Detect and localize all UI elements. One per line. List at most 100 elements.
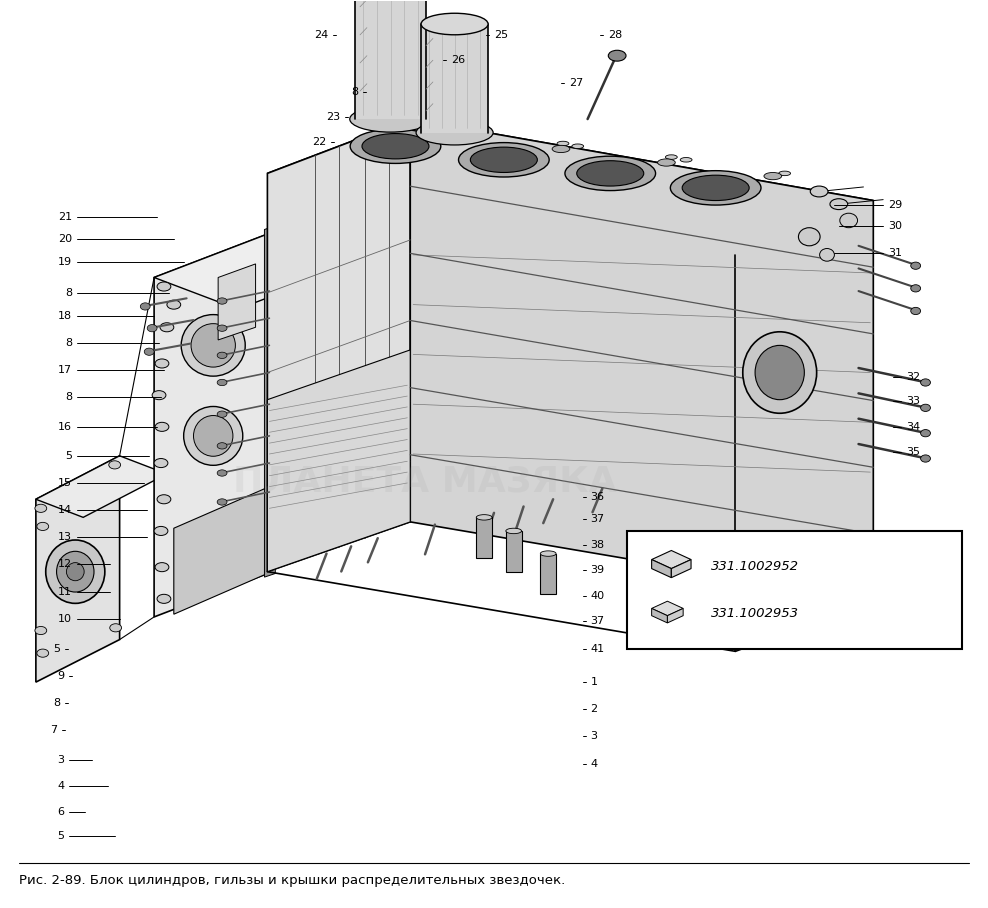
Text: 4: 4: [591, 758, 598, 768]
Ellipse shape: [217, 352, 227, 359]
Ellipse shape: [446, 132, 463, 139]
Ellipse shape: [911, 285, 921, 292]
Polygon shape: [476, 518, 492, 558]
Ellipse shape: [421, 14, 488, 35]
Ellipse shape: [157, 282, 171, 291]
Text: 27: 27: [569, 78, 583, 88]
Ellipse shape: [921, 404, 931, 411]
Ellipse shape: [154, 527, 168, 536]
Ellipse shape: [458, 143, 549, 177]
Polygon shape: [506, 531, 522, 572]
Polygon shape: [268, 119, 873, 255]
Polygon shape: [268, 350, 410, 572]
Polygon shape: [668, 608, 683, 623]
Ellipse shape: [350, 106, 432, 132]
Ellipse shape: [147, 324, 157, 331]
Ellipse shape: [798, 228, 820, 246]
Ellipse shape: [820, 249, 835, 262]
Ellipse shape: [434, 126, 446, 131]
Ellipse shape: [217, 443, 227, 449]
Ellipse shape: [577, 161, 644, 186]
Text: Рис. 2-89. Блок цилиндров, гильзы и крышки распределительных звездочек.: Рис. 2-89. Блок цилиндров, гильзы и крыш…: [19, 873, 565, 887]
Ellipse shape: [217, 411, 227, 418]
Text: 19: 19: [58, 257, 72, 267]
Ellipse shape: [658, 159, 675, 166]
Text: 8: 8: [351, 87, 358, 97]
Ellipse shape: [557, 142, 569, 146]
Text: 4: 4: [57, 781, 64, 791]
Ellipse shape: [572, 144, 584, 149]
Text: 16: 16: [58, 422, 72, 432]
Ellipse shape: [921, 379, 931, 386]
Ellipse shape: [362, 133, 429, 159]
Text: 36: 36: [591, 492, 605, 502]
Text: 29: 29: [888, 200, 902, 210]
Text: 3: 3: [591, 732, 598, 742]
Ellipse shape: [779, 171, 790, 175]
Text: 331.1002953: 331.1002953: [710, 607, 798, 620]
Ellipse shape: [609, 50, 626, 61]
Text: 14: 14: [58, 505, 72, 515]
Ellipse shape: [506, 528, 522, 534]
Text: 37: 37: [591, 617, 605, 627]
Polygon shape: [652, 559, 671, 577]
Ellipse shape: [840, 213, 858, 228]
Text: 8: 8: [65, 288, 72, 298]
Text: 6: 6: [57, 806, 64, 816]
Ellipse shape: [37, 649, 48, 657]
Text: ПЛАНЕТА МАЗЯКА: ПЛАНЕТА МАЗЯКА: [233, 464, 617, 498]
Polygon shape: [410, 119, 873, 601]
Text: 13: 13: [58, 532, 72, 542]
Polygon shape: [174, 488, 268, 614]
Text: 11: 11: [58, 587, 72, 597]
Text: 26: 26: [451, 55, 464, 65]
Ellipse shape: [911, 307, 921, 314]
Text: 32: 32: [906, 372, 920, 382]
Text: 8: 8: [65, 392, 72, 402]
Ellipse shape: [217, 325, 227, 331]
Ellipse shape: [66, 563, 84, 581]
Text: 8: 8: [53, 698, 60, 708]
Text: 25: 25: [494, 30, 508, 40]
Ellipse shape: [157, 595, 171, 603]
Polygon shape: [652, 608, 668, 623]
Polygon shape: [154, 232, 273, 617]
Ellipse shape: [155, 359, 169, 368]
Ellipse shape: [743, 331, 817, 413]
Text: 18: 18: [58, 311, 72, 321]
Ellipse shape: [181, 314, 245, 376]
Polygon shape: [652, 601, 683, 616]
Polygon shape: [671, 559, 691, 577]
Text: 34: 34: [906, 422, 920, 432]
Text: 30: 30: [888, 221, 902, 231]
Ellipse shape: [470, 147, 537, 173]
Text: 8: 8: [65, 338, 72, 348]
Ellipse shape: [755, 345, 804, 400]
Ellipse shape: [160, 322, 174, 331]
Text: 37: 37: [591, 514, 605, 524]
Text: 40: 40: [591, 591, 605, 601]
Ellipse shape: [682, 175, 749, 201]
Ellipse shape: [155, 422, 169, 431]
Ellipse shape: [217, 298, 227, 304]
Ellipse shape: [140, 303, 150, 310]
Text: 331.1002952: 331.1002952: [710, 559, 798, 573]
Ellipse shape: [167, 301, 181, 309]
Ellipse shape: [155, 563, 169, 572]
Ellipse shape: [565, 156, 656, 191]
Text: 5: 5: [57, 831, 64, 841]
Ellipse shape: [110, 624, 122, 632]
Ellipse shape: [152, 390, 166, 400]
Text: 33: 33: [906, 397, 920, 407]
Text: 15: 15: [58, 478, 72, 488]
Ellipse shape: [449, 128, 460, 133]
Text: 22: 22: [312, 137, 326, 147]
Polygon shape: [652, 550, 691, 568]
Ellipse shape: [144, 348, 154, 355]
Text: 17: 17: [58, 365, 72, 375]
Ellipse shape: [680, 158, 692, 162]
Ellipse shape: [666, 155, 677, 159]
Text: 9: 9: [57, 671, 64, 681]
Ellipse shape: [109, 460, 121, 469]
Ellipse shape: [191, 323, 235, 367]
